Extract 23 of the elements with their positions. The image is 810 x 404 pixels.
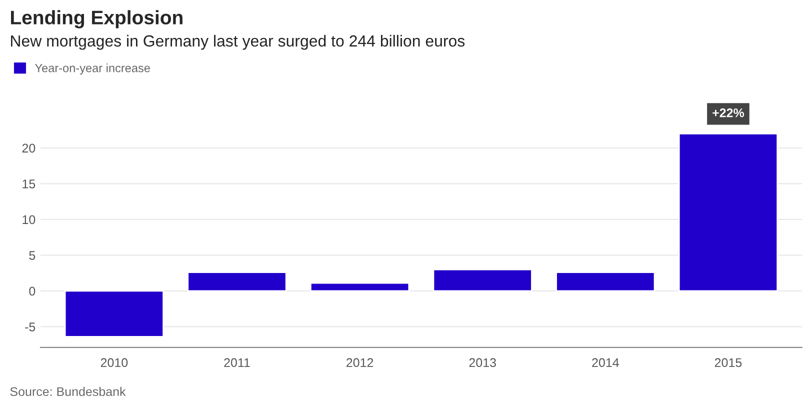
y-tick-label: 5	[29, 251, 36, 260]
chart-subtitle: New mortgages in Germany last year surged to 244 billion euros	[11, 34, 465, 50]
bar	[556, 272, 656, 292]
bar	[678, 132, 778, 292]
x-tick-label: 2010	[100, 358, 128, 368]
x-tick-label: 2015	[714, 358, 742, 368]
x-tick-label: 2014	[592, 358, 619, 368]
bar	[64, 290, 164, 338]
x-tick-label: 2013	[469, 358, 496, 368]
y-tick-label: 0	[29, 286, 36, 296]
legend-label: Year-on-year increase	[35, 64, 150, 75]
bar	[187, 272, 287, 292]
y-tick-label: 15	[22, 180, 36, 188]
bar	[432, 268, 532, 292]
source-note: Source: Bundesbank	[10, 386, 126, 396]
x-tick-label: 2011	[224, 358, 250, 368]
chart-title: Lending Explosion	[11, 10, 182, 28]
bar	[310, 282, 410, 292]
y-tick-label: -5	[25, 322, 36, 332]
y-tick-label: 10	[22, 215, 36, 224]
x-tick-label: 2012	[346, 358, 374, 368]
annotation: +22%	[712, 108, 744, 118]
y-tick-label: 20	[22, 144, 36, 153]
